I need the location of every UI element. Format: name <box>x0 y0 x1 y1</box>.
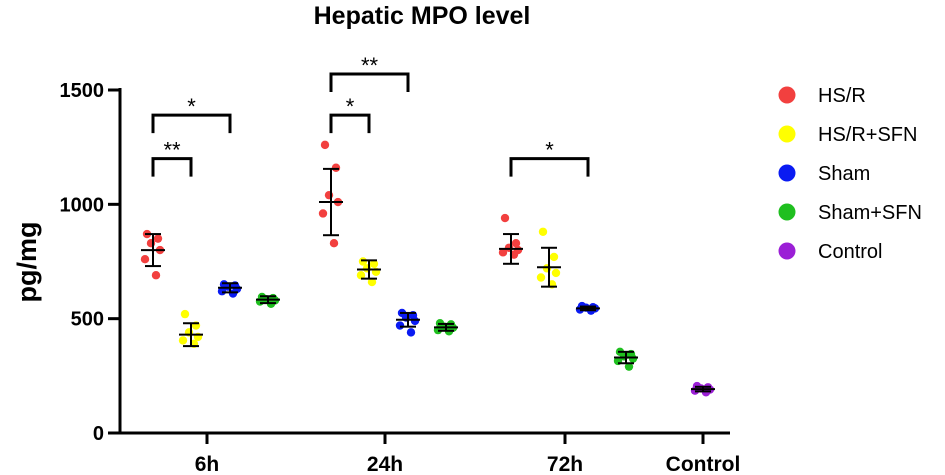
legend-item: HS/R+SFN <box>778 124 917 146</box>
data-point <box>356 271 366 280</box>
y-tick-label: 0 <box>93 423 104 445</box>
x-tick-label: 24h <box>367 453 403 475</box>
data-point <box>140 255 150 264</box>
series-sham-sfn-24h <box>433 319 458 336</box>
data-point <box>395 321 405 330</box>
legend-marker <box>778 86 796 104</box>
bracket-line <box>329 113 371 134</box>
series-sham-sfn-6h <box>255 292 280 309</box>
data-point <box>180 309 190 319</box>
series-sham-72h <box>575 301 600 315</box>
legend-item: HS/R <box>778 85 866 107</box>
series-hs-r-72h <box>498 213 523 265</box>
data-point <box>318 209 328 218</box>
legend-label: HS/R <box>818 85 866 107</box>
series-control-control <box>690 381 715 397</box>
significance-bracket: * <box>151 94 232 134</box>
data-point <box>500 213 510 223</box>
significance-label: * <box>187 94 196 119</box>
data-point <box>628 354 638 363</box>
data-point <box>549 252 559 262</box>
legend-marker <box>778 242 796 260</box>
y-tick-label: 1500 <box>60 80 105 102</box>
series-hs-r-6h <box>140 229 165 280</box>
series-hs-r-24h <box>318 140 343 248</box>
axes: 0 500 1000 1500 6h 24h 72h Control <box>60 80 741 475</box>
legend-item: Control <box>778 241 882 263</box>
data-point <box>551 268 561 278</box>
significance-label: * <box>545 138 554 163</box>
series-hs-r-sfn-24h <box>356 257 381 287</box>
legend-label: Sham+SFN <box>818 202 922 224</box>
data-point <box>320 140 330 150</box>
significance-label: ** <box>361 53 379 78</box>
series-sham-6h <box>217 280 242 298</box>
data-point <box>624 362 634 371</box>
data-point <box>255 297 265 306</box>
chart-title: Hepatic MPO level <box>314 2 531 30</box>
data-point <box>498 248 508 257</box>
data-point <box>367 277 377 287</box>
legend-item: Sham+SFN <box>778 202 922 224</box>
significance-bracket: * <box>509 138 590 177</box>
data-point <box>538 227 548 236</box>
legend-marker <box>778 203 796 221</box>
legend-label: HS/R+SFN <box>818 124 917 146</box>
bracket-line <box>329 72 410 92</box>
data-point <box>329 239 339 248</box>
series-sham-24h <box>395 308 420 337</box>
series-sham-sfn-72h <box>613 347 638 371</box>
x-tick-label: 72h <box>547 453 583 475</box>
data-point <box>410 316 420 326</box>
data-point <box>151 271 161 280</box>
bracket-line <box>151 113 232 134</box>
data-marks <box>140 140 715 397</box>
x-tick-label: Control <box>666 453 741 475</box>
significance-bracket: ** <box>151 138 193 177</box>
y-tick-label: 1000 <box>60 194 105 216</box>
data-point <box>406 328 416 337</box>
significance-brackets: ******* <box>151 53 590 177</box>
y-tick-label: 500 <box>71 309 104 331</box>
x-tick-label: 6h <box>195 453 220 475</box>
legend-marker <box>778 164 796 182</box>
data-point <box>511 239 521 248</box>
significance-bracket: ** <box>329 53 410 92</box>
y-axis-label: pg/mg <box>12 222 42 303</box>
legend-label: Sham <box>818 163 870 185</box>
significance-label: ** <box>163 138 181 163</box>
data-point <box>178 336 188 345</box>
legend: HS/R HS/R+SFN Sham Sham+SFN Control <box>778 85 922 263</box>
data-point <box>369 259 379 268</box>
bracket-line <box>509 157 590 177</box>
significance-label: * <box>346 94 355 119</box>
bracket-line <box>151 157 193 177</box>
series-hs-r-sfn-6h <box>178 309 203 349</box>
significance-bracket: * <box>329 94 371 134</box>
data-point <box>536 273 546 282</box>
legend-marker <box>778 125 796 143</box>
legend-item: Sham <box>778 163 870 185</box>
series-hs-r-sfn-72h <box>536 227 561 289</box>
legend-label: Control <box>818 241 882 263</box>
data-point <box>153 234 163 243</box>
data-point <box>331 163 341 172</box>
